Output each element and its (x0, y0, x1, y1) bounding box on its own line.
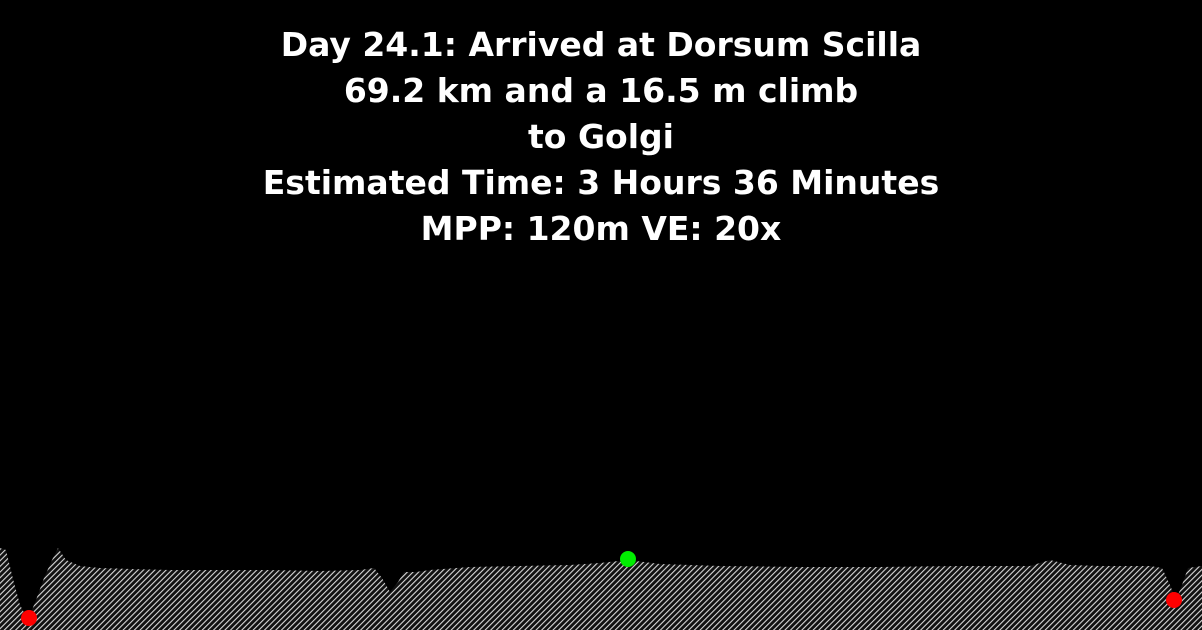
caption-block: Day 24.1: Arrived at Dorsum Scilla 69.2 … (0, 22, 1202, 252)
caption-estimated-time: Estimated Time: 3 Hours 36 Minutes (262, 163, 940, 202)
low-point-marker-end (1166, 592, 1182, 608)
current-position-marker (620, 551, 636, 567)
caption-scale-info: MPP: 120m VE: 20x (420, 209, 782, 248)
caption-day-title: Day 24.1: Arrived at Dorsum Scilla (280, 25, 922, 64)
terrain-silhouette (0, 548, 1202, 630)
caption-destination: to Golgi (528, 117, 674, 156)
low-point-marker-start (21, 610, 37, 626)
caption-distance-climb: 69.2 km and a 16.5 m climb (343, 71, 859, 110)
